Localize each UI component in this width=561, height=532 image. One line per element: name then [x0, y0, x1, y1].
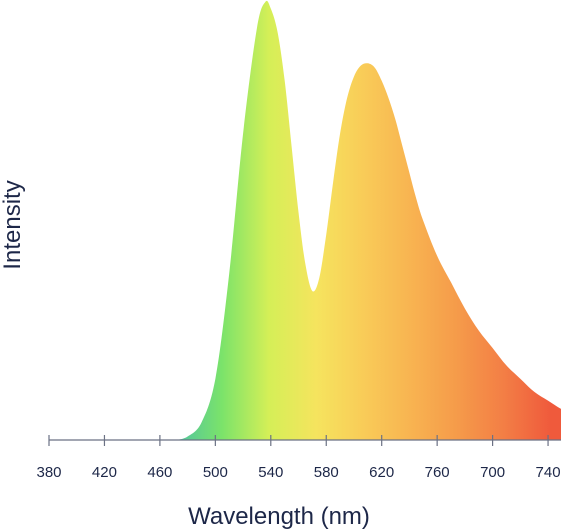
- x-tick-label: 460: [147, 464, 172, 481]
- x-tick-label: 540: [258, 464, 283, 481]
- x-tick-label: 500: [203, 464, 228, 481]
- x-tick-label: 700: [480, 464, 505, 481]
- spectrum-area: [176, 0, 561, 440]
- x-axis-tick-labels: 380420460500540580620760700740780: [36, 464, 561, 481]
- x-tick-label: 620: [369, 464, 394, 481]
- x-tick-label: 740: [536, 464, 561, 481]
- y-axis-title: Intensity: [0, 180, 26, 269]
- x-axis-ticks: [48, 435, 549, 446]
- x-tick-label: 420: [92, 464, 117, 481]
- x-tick-label: 380: [36, 464, 61, 481]
- x-axis-title: Wavelength (nm): [188, 503, 370, 530]
- x-tick-label: 580: [314, 464, 339, 481]
- x-tick-label: 760: [425, 464, 450, 481]
